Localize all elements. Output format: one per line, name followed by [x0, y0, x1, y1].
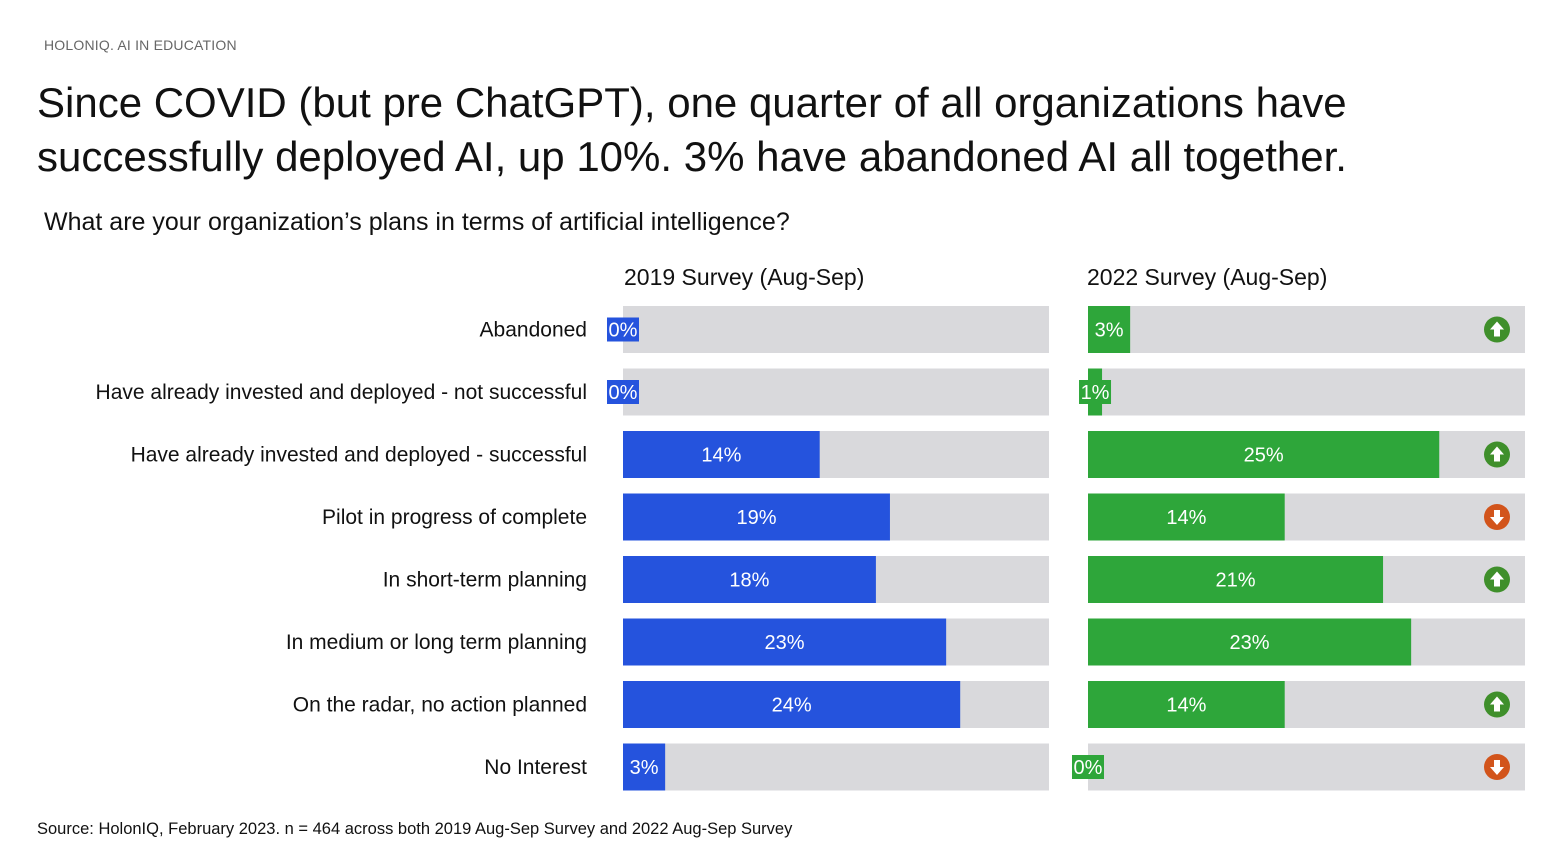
panel-title-2019: 2019 Survey (Aug-Sep) — [624, 264, 865, 290]
data-label: 24% — [772, 695, 812, 717]
arrow-up-glyph — [1490, 571, 1504, 587]
source-note: Source: HolonIQ, February 2023. n = 464 … — [37, 820, 793, 838]
bar — [623, 681, 961, 728]
bar — [1088, 618, 1412, 666]
data-label: 23% — [1230, 632, 1270, 654]
bar — [623, 493, 890, 541]
bar — [1088, 306, 1131, 353]
bar — [1088, 493, 1285, 541]
category-label: Abandoned — [480, 319, 587, 342]
data-label: 18% — [729, 570, 769, 592]
bar — [623, 743, 666, 791]
data-label-box — [1079, 380, 1112, 404]
data-label: 14% — [1166, 695, 1206, 717]
bar — [1088, 556, 1384, 603]
category-label: In medium or long term planning — [286, 631, 587, 654]
arrow-down-glyph — [1490, 760, 1504, 775]
data-label: 14% — [1166, 507, 1206, 529]
data-label: 21% — [1216, 570, 1256, 592]
arrow-down-glyph — [1490, 510, 1504, 525]
bar-track — [1088, 368, 1525, 416]
bar — [1088, 431, 1440, 478]
bar — [623, 556, 876, 603]
data-label: 25% — [1244, 445, 1284, 467]
category-label: Have already invested and deployed - suc… — [131, 444, 587, 467]
question-subtitle: What are your organization’s plans in te… — [44, 208, 790, 236]
bar-track — [623, 743, 1049, 791]
bar-track — [1088, 743, 1525, 791]
category-label: In short-term planning — [383, 569, 587, 592]
category-label: Pilot in progress of complete — [322, 506, 587, 529]
category-label: Have already invested and deployed - not… — [96, 381, 587, 404]
data-label: 0% — [609, 382, 638, 404]
bar — [623, 618, 947, 666]
bar-track — [623, 368, 1049, 416]
data-label: 23% — [765, 632, 805, 654]
arrow-up-glyph — [1490, 446, 1504, 462]
data-label: 19% — [736, 507, 776, 529]
data-label: 3% — [1095, 320, 1124, 342]
arrow-up-glyph — [1490, 696, 1504, 712]
data-label-box — [607, 317, 639, 342]
data-label: 0% — [1074, 757, 1103, 779]
category-label: On the radar, no action planned — [293, 694, 587, 717]
arrow-up-glyph — [1490, 321, 1504, 337]
bar — [623, 431, 820, 478]
data-label: 0% — [609, 320, 638, 342]
kicker: HOLONIQ. AI IN EDUCATION — [44, 37, 237, 53]
data-label-box — [1072, 755, 1104, 779]
category-label: No Interest — [484, 756, 587, 779]
panel-title-2022: 2022 Survey (Aug-Sep) — [1087, 264, 1328, 290]
page-title: Since COVID (but pre ChatGPT), one quart… — [37, 79, 1347, 180]
data-label: 14% — [701, 445, 741, 467]
data-label: 3% — [630, 757, 659, 779]
bar-track — [623, 306, 1049, 353]
data-label: 1% — [1081, 382, 1110, 404]
bar — [1088, 681, 1285, 728]
bar-track — [1088, 306, 1525, 353]
data-label-box — [607, 380, 639, 404]
